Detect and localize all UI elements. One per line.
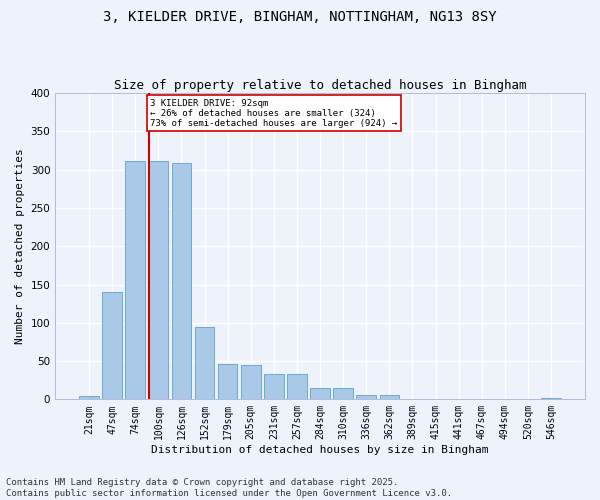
Bar <box>79 396 99 400</box>
Bar <box>380 394 399 400</box>
Title: Size of property relative to detached houses in Bingham: Size of property relative to detached ho… <box>114 79 526 92</box>
Bar <box>172 163 191 400</box>
Bar <box>287 374 307 400</box>
Y-axis label: Number of detached properties: Number of detached properties <box>15 148 25 344</box>
Bar <box>356 394 376 400</box>
Bar <box>218 364 238 400</box>
Bar <box>264 374 284 400</box>
Bar <box>103 292 122 400</box>
X-axis label: Distribution of detached houses by size in Bingham: Distribution of detached houses by size … <box>151 445 489 455</box>
Bar <box>310 388 330 400</box>
Bar <box>334 388 353 400</box>
Bar <box>403 398 422 400</box>
Text: 3 KIELDER DRIVE: 92sqm
← 26% of detached houses are smaller (324)
73% of semi-de: 3 KIELDER DRIVE: 92sqm ← 26% of detached… <box>151 98 398 128</box>
Bar <box>195 326 214 400</box>
Text: Contains HM Land Registry data © Crown copyright and database right 2025.
Contai: Contains HM Land Registry data © Crown c… <box>6 478 452 498</box>
Bar <box>241 365 260 400</box>
Bar <box>541 398 561 400</box>
Text: 3, KIELDER DRIVE, BINGHAM, NOTTINGHAM, NG13 8SY: 3, KIELDER DRIVE, BINGHAM, NOTTINGHAM, N… <box>103 10 497 24</box>
Bar <box>125 160 145 400</box>
Bar <box>149 162 168 400</box>
